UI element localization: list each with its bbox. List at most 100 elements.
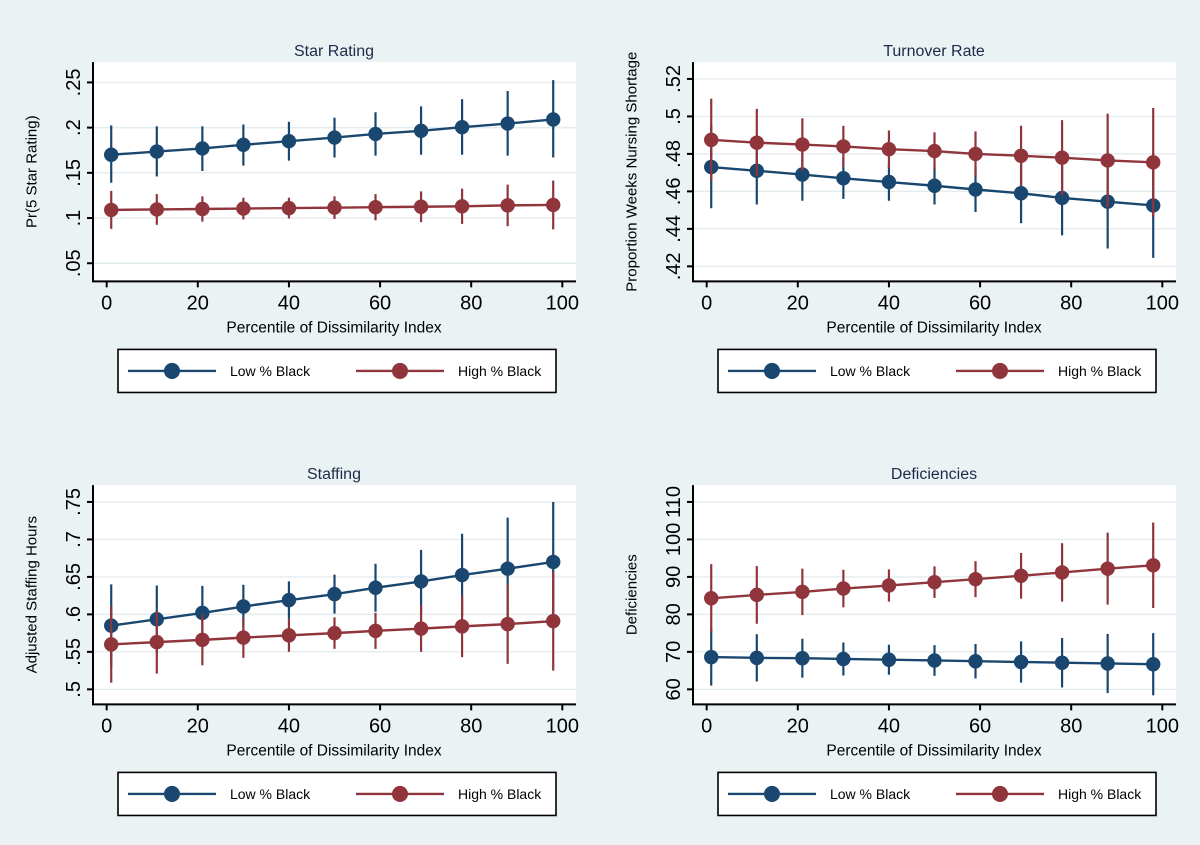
y-tick-label: .75	[63, 488, 85, 516]
legend-label-low-black: Low % Black	[230, 785, 311, 801]
data-point-marker-high-black	[327, 625, 342, 640]
panel-title: Staffing	[307, 466, 361, 483]
plot-area	[93, 62, 576, 282]
data-point-marker-low-black	[236, 137, 251, 153]
data-point-marker-low-black	[327, 130, 342, 145]
x-tick-label: 20	[787, 292, 809, 314]
legend-marker-high-black	[992, 785, 1008, 802]
data-point-marker-high-black	[968, 146, 983, 162]
legend-label-high-black: High % Black	[458, 363, 542, 379]
data-point-marker-high-black	[968, 571, 983, 586]
x-tick-label: 40	[278, 715, 300, 737]
data-point-marker-high-black	[881, 142, 897, 157]
y-tick-label: .46	[663, 177, 685, 205]
data-point-marker-high-black	[1013, 148, 1029, 163]
x-tick-label: 80	[460, 715, 482, 737]
data-point-marker-high-black	[104, 202, 119, 218]
data-point-marker-high-black	[795, 584, 810, 599]
y-tick-label: 80	[663, 603, 685, 625]
legend-marker-high-black	[992, 362, 1008, 379]
data-point-marker-high-black	[1013, 568, 1029, 583]
data-point-marker-high-black	[104, 636, 119, 652]
data-point-marker-low-black	[500, 560, 515, 576]
y-tick-label: .42	[663, 252, 685, 280]
data-point-marker-low-black	[413, 123, 429, 138]
data-point-marker-high-black	[546, 197, 561, 213]
x-tick-label: 20	[187, 715, 209, 737]
data-point-marker-high-black	[236, 629, 251, 645]
data-point-marker-high-black	[1100, 560, 1115, 576]
data-point-marker-low-black	[500, 116, 515, 131]
data-point-marker-high-black	[500, 616, 515, 631]
y-axis-label: Deficiencies	[624, 554, 641, 635]
x-axis-label: Percentile of Dissimilarity Index	[826, 742, 1041, 759]
data-point-marker-high-black	[1054, 564, 1070, 580]
data-point-marker-low-black	[149, 144, 164, 159]
data-point-marker-low-black	[795, 650, 810, 665]
data-point-marker-low-black	[749, 650, 764, 665]
data-point-marker-low-black	[704, 649, 719, 664]
y-tick-label: 110	[663, 485, 685, 517]
data-point-marker-low-black	[968, 653, 983, 668]
y-tick-label: .6	[63, 606, 85, 623]
x-axis-label: Percentile of Dissimilarity Index	[226, 742, 441, 759]
data-point-marker-high-black	[195, 201, 210, 217]
data-point-marker-high-black	[149, 634, 164, 649]
data-point-marker-high-black	[749, 135, 764, 150]
x-tick-label: 80	[1060, 715, 1082, 737]
y-tick-label: .44	[663, 215, 685, 243]
panel-deficiencies: 60 70 80 90 100 110 0 20 40 60 80 100 Deficiencies Pe…	[600, 423, 1200, 845]
x-tick-label: 40	[878, 292, 900, 314]
y-axis-label: Adjusted Staffing Hours	[24, 515, 41, 672]
y-tick-label: .5	[663, 108, 685, 125]
legend-label-low-black: Low % Black	[830, 785, 911, 801]
data-point-marker-high-black	[836, 580, 851, 596]
y-tick-label: 70	[663, 640, 685, 662]
data-point-marker-low-black	[454, 567, 470, 582]
x-tick-label: 80	[460, 292, 482, 314]
data-point-marker-high-black	[413, 199, 429, 214]
data-point-marker-low-black	[454, 119, 470, 135]
data-point-marker-low-black	[1146, 656, 1161, 671]
x-tick-label: 0	[101, 292, 112, 314]
x-tick-label: 100	[1146, 715, 1179, 737]
y-tick-label: .15	[63, 159, 85, 187]
data-point-marker-low-black	[104, 147, 119, 162]
x-tick-label: 60	[369, 292, 391, 314]
data-point-marker-low-black	[927, 178, 942, 193]
data-point-marker-high-black	[546, 613, 561, 628]
data-point-marker-high-black	[236, 201, 251, 216]
data-point-marker-low-black	[281, 592, 297, 607]
data-point-marker-high-black	[1146, 155, 1161, 170]
data-point-marker-high-black	[749, 587, 764, 602]
x-tick-label: 40	[878, 715, 900, 737]
data-point-marker-low-black	[368, 580, 383, 595]
legend-label-high-black: High % Black	[458, 785, 542, 801]
x-tick-label: 20	[187, 292, 209, 314]
x-axis-label: Percentile of Dissimilarity Index	[226, 319, 441, 336]
legend-label-low-black: Low % Black	[230, 363, 311, 379]
data-point-marker-low-black	[281, 133, 297, 149]
data-point-marker-low-black	[968, 182, 983, 197]
y-tick-label: .5	[63, 680, 85, 697]
data-point-marker-low-black	[795, 167, 810, 182]
y-tick-label: .1	[63, 210, 85, 227]
panel-title: Star Rating	[294, 43, 374, 60]
y-tick-label: 60	[663, 678, 685, 700]
data-point-marker-low-black	[327, 586, 342, 601]
x-tick-label: 60	[969, 715, 991, 737]
legend-marker-low-black	[164, 785, 180, 802]
data-point-marker-high-black	[281, 200, 297, 216]
panel-turnover-rate: .42 .44 .46 .48 .5 .52 0 20 40 60 80 100 Proportion …	[600, 0, 1200, 423]
data-point-marker-low-black	[546, 554, 561, 569]
panel-title: Turnover Rate	[883, 43, 985, 60]
data-point-marker-low-black	[1013, 186, 1029, 201]
y-tick-label: .65	[63, 562, 85, 590]
y-tick-label: 90	[663, 565, 685, 587]
data-point-marker-low-black	[881, 174, 897, 190]
chart-deficiencies: 60 70 80 90 100 110 0 20 40 60 80 100 Deficiencies Pe…	[624, 466, 1179, 816]
data-point-marker-low-black	[1054, 655, 1070, 670]
data-point-marker-high-black	[927, 143, 942, 159]
data-point-marker-high-black	[927, 574, 942, 589]
panel-star-rating: .05 .1 .15 .2 .25 0 20 40 60 80 100 Pr(5 Star Ratin…	[0, 0, 600, 423]
